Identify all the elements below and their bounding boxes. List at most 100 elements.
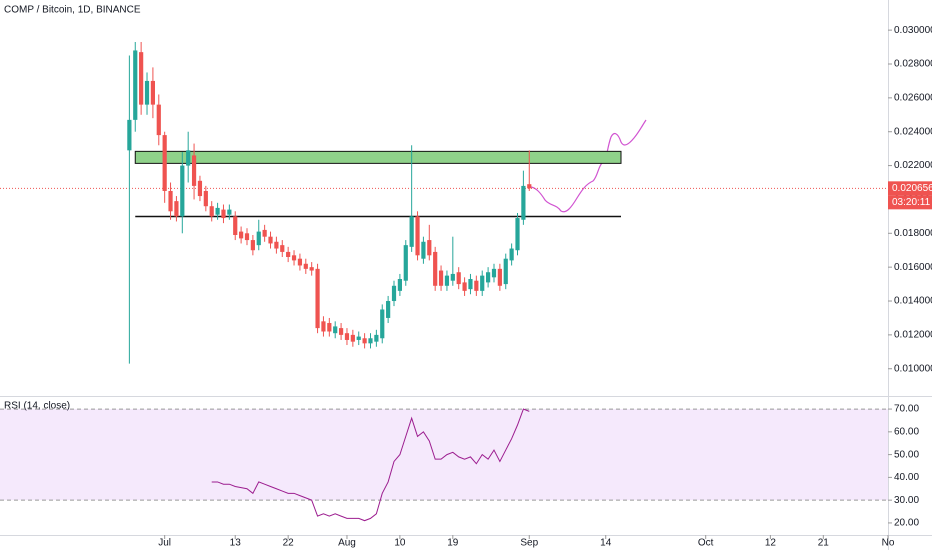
candle-body: [427, 240, 432, 256]
x-tick-label: Sep: [520, 538, 538, 549]
candle-body: [391, 285, 397, 302]
candle-body: [509, 248, 514, 261]
candle-body: [239, 231, 244, 239]
candle-body: [356, 336, 361, 340]
candle-body: [362, 338, 367, 344]
candle-body: [174, 201, 179, 217]
candle-body: [486, 272, 491, 283]
candle-body: [515, 218, 520, 251]
candle-body: [133, 50, 138, 120]
candle-body: [433, 251, 438, 286]
candle-body: [250, 240, 255, 251]
candle-body: [421, 241, 426, 259]
y-tick-label: 0.028000: [894, 59, 932, 70]
x-tick-label: Jul: [158, 538, 171, 549]
candle-body: [244, 233, 250, 241]
candle-body: [191, 155, 197, 186]
candle-body: [374, 334, 379, 342]
candle-body: [209, 206, 214, 217]
y-tick-label: 0.012000: [894, 330, 932, 341]
y-tick-label: 50.00: [894, 449, 919, 460]
candle-body: [156, 104, 161, 136]
countdown-label: 03:20:11: [892, 197, 931, 208]
candle-body: [144, 80, 150, 105]
x-tick-label: Oct: [698, 538, 714, 549]
candle-body: [462, 282, 467, 291]
candle-body: [521, 185, 526, 220]
candle-body: [274, 241, 279, 249]
last-price-box: [888, 181, 932, 196]
y-tick-label: 60.00: [894, 426, 919, 437]
candle-body: [415, 216, 420, 256]
candle-body: [233, 216, 238, 235]
candle-body: [368, 338, 373, 344]
x-tick-label: 21: [818, 538, 830, 549]
candle-body: [344, 333, 350, 340]
candle-body: [315, 268, 320, 329]
candle-body: [221, 209, 226, 219]
candle-body: [286, 251, 291, 258]
candle-body: [450, 273, 455, 281]
candle-body: [227, 209, 232, 215]
candle-body: [280, 245, 285, 252]
y-tick-label: 0.016000: [894, 262, 932, 273]
candle-body: [409, 216, 414, 247]
chart-title: COMP / Bitcoin, 1D, BINANCE: [4, 5, 141, 16]
y-tick-label: 0.026000: [894, 92, 932, 103]
x-tick-label: 14: [600, 538, 612, 549]
y-tick-label: 70.00: [894, 404, 919, 415]
candle-body: [338, 328, 344, 335]
candle-body: [327, 323, 332, 332]
candle-body: [444, 275, 450, 286]
candle-body: [215, 207, 220, 215]
candle-body: [386, 301, 391, 318]
candle-body: [291, 255, 297, 261]
y-tick-label: 0.024000: [894, 126, 932, 137]
candle-body: [203, 190, 208, 207]
y-tick-label: 20.00: [894, 518, 919, 529]
x-tick-label: No: [882, 538, 895, 549]
candle-body: [468, 279, 473, 290]
candle-body: [527, 184, 532, 189]
candle-body: [333, 326, 338, 334]
zone: [134, 150, 622, 164]
candle-body: [321, 321, 326, 332]
y-tick-label: 0.030000: [894, 25, 932, 36]
y-tick-label: 0.018000: [894, 228, 932, 239]
candle-body: [168, 190, 173, 212]
projection-path: [530, 119, 647, 213]
y-tick-label: 0.014000: [894, 296, 932, 307]
candle-body: [309, 267, 314, 271]
indicator-title: RSI (14, close): [4, 401, 70, 412]
y-tick-label: 40.00: [894, 472, 919, 483]
candle-body: [150, 80, 156, 105]
candle-body: [380, 309, 385, 339]
candle-body: [474, 280, 479, 291]
y-tick-label: 0.022000: [894, 160, 932, 171]
x-tick-label: Aug: [338, 538, 356, 549]
x-tick-label: 13: [230, 538, 242, 549]
candle-body: [197, 180, 203, 197]
x-tick-label: 10: [394, 538, 406, 549]
candle-body: [162, 135, 167, 191]
candle-body: [397, 279, 402, 291]
x-tick-label: 22: [283, 538, 295, 549]
candle-body: [256, 231, 261, 246]
rsi-line: [211, 408, 530, 522]
candle-body: [350, 334, 355, 342]
candle-body: [438, 270, 444, 286]
candle-body: [491, 268, 497, 278]
candle-body: [262, 229, 267, 237]
candle-body: [139, 52, 144, 105]
candle-body: [480, 275, 485, 291]
candle-body: [503, 258, 508, 285]
x-tick-label: 19: [447, 538, 459, 549]
countdown-box: [888, 195, 932, 210]
candle-body: [303, 263, 308, 269]
candle-body: [456, 272, 461, 285]
last-price-label: 0.020656: [892, 183, 932, 194]
candle-body: [403, 245, 408, 281]
candle-body: [497, 268, 502, 286]
y-tick-label: 0.010000: [894, 363, 932, 374]
